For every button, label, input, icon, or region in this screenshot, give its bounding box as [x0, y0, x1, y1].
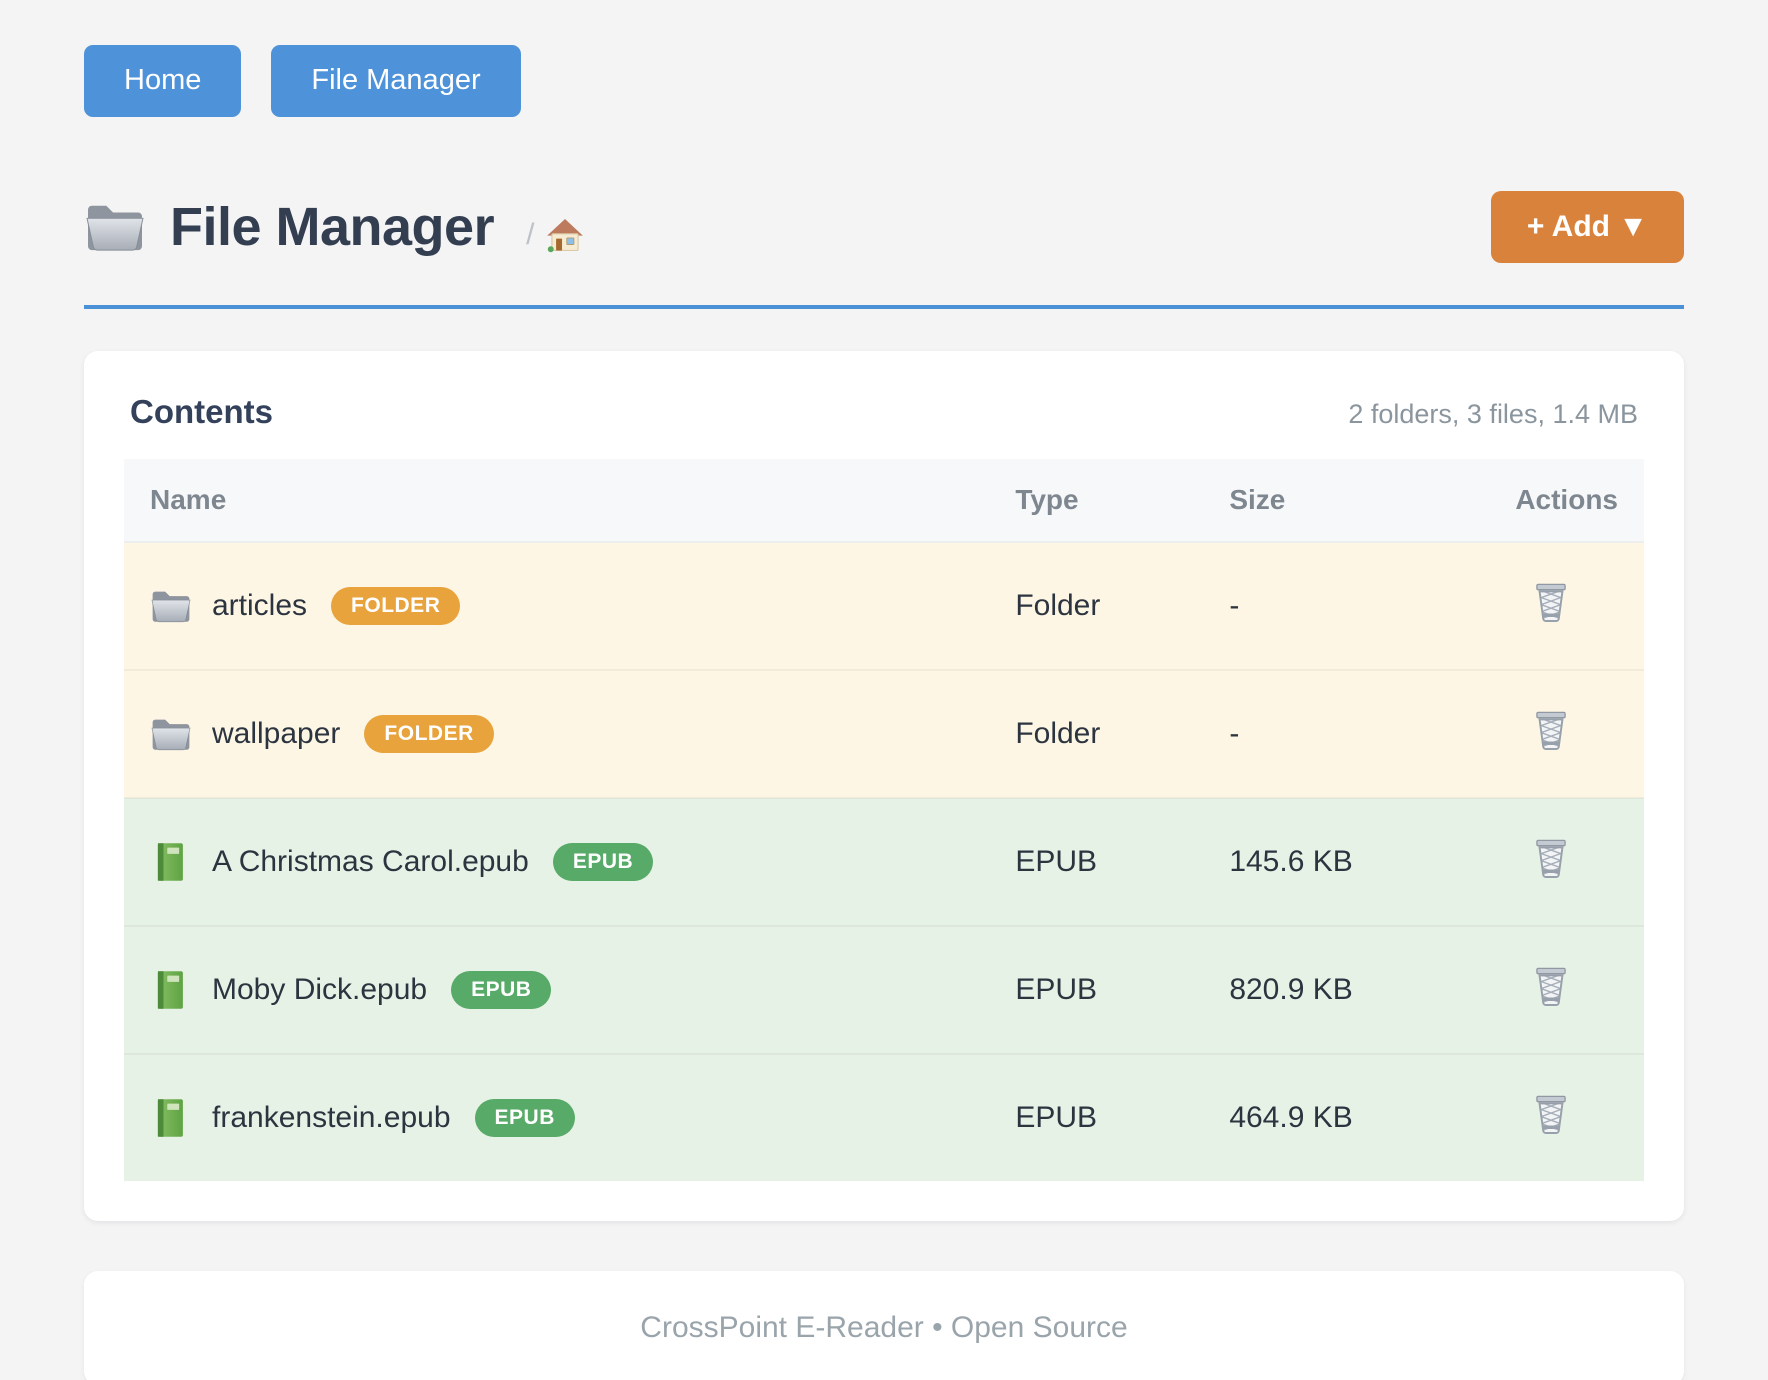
folder-icon — [150, 586, 192, 626]
file-type-badge: EPUB — [451, 970, 552, 1009]
table-row: frankenstein.epub EPUB EPUB 464.9 KB — [124, 1053, 1644, 1181]
file-type: Folder — [989, 541, 1204, 671]
file-type-badge: FOLDER — [364, 714, 494, 753]
contents-table: Name Type Size Actions articles FOLDER F… — [124, 458, 1644, 1181]
file-type-badge: EPUB — [552, 842, 654, 881]
book-icon — [150, 1098, 192, 1138]
file-type: EPUB — [989, 1053, 1204, 1181]
page: Home File Manager File Manager / + Add ▼… — [84, 0, 1684, 1380]
folder-icon — [150, 714, 192, 754]
column-header-size: Size — [1203, 458, 1490, 543]
name-cell: Moby Dick.epub EPUB — [150, 970, 963, 1010]
folder-icon — [84, 200, 146, 254]
delete-button[interactable] — [1531, 964, 1571, 1008]
name-cell: articles FOLDER — [150, 586, 963, 626]
file-name[interactable]: A Christmas Carol.epub — [212, 844, 529, 878]
contents-heading: Contents — [130, 392, 273, 430]
trash-icon — [1531, 836, 1571, 880]
nav-home-button[interactable]: Home — [84, 45, 242, 117]
page-title: File Manager — [170, 196, 495, 257]
contents-summary: 2 folders, 3 files, 1.4 MB — [1348, 398, 1638, 429]
file-size: 464.9 KB — [1203, 1053, 1490, 1181]
table-row: articles FOLDER Folder - — [124, 541, 1644, 671]
book-icon — [150, 970, 192, 1010]
title-group: File Manager / — [84, 196, 584, 258]
name-cell: wallpaper FOLDER — [150, 714, 963, 754]
file-size: - — [1203, 669, 1490, 799]
delete-button[interactable] — [1531, 1092, 1571, 1136]
nav-file-manager-button[interactable]: File Manager — [271, 45, 521, 117]
column-header-type: Type — [989, 458, 1204, 543]
table-row: Moby Dick.epub EPUB EPUB 820.9 KB — [124, 925, 1644, 1055]
file-name[interactable]: articles — [212, 588, 308, 622]
column-header-actions: Actions — [1489, 458, 1644, 543]
contents-card: Contents 2 folders, 3 files, 1.4 MB Name… — [84, 350, 1684, 1221]
file-type: Folder — [989, 669, 1204, 799]
trash-icon — [1531, 708, 1571, 752]
delete-button[interactable] — [1531, 580, 1571, 624]
trash-icon — [1531, 1092, 1571, 1136]
breadcrumb: / — [526, 216, 584, 254]
breadcrumb-home-link[interactable] — [546, 216, 584, 254]
top-nav: Home File Manager — [84, 45, 1684, 117]
breadcrumb-separator: / — [526, 217, 535, 251]
footer-text: CrossPoint E-Reader • Open Source — [640, 1310, 1128, 1344]
trash-icon — [1531, 964, 1571, 1008]
trash-icon — [1531, 580, 1571, 624]
file-size: 145.6 KB — [1203, 797, 1490, 927]
name-cell: frankenstein.epub EPUB — [150, 1098, 963, 1138]
contents-card-header: Contents 2 folders, 3 files, 1.4 MB — [124, 393, 1644, 431]
file-size: 820.9 KB — [1203, 925, 1490, 1055]
page-header: File Manager / + Add ▼ — [84, 190, 1684, 263]
contents-table-body: articles FOLDER Folder - wallpaper FOLDE… — [124, 541, 1644, 1181]
table-header-row: Name Type Size Actions — [124, 458, 1644, 543]
name-cell: A Christmas Carol.epub EPUB — [150, 842, 963, 882]
delete-button[interactable] — [1531, 708, 1571, 752]
file-type: EPUB — [989, 925, 1204, 1055]
file-name[interactable]: frankenstein.epub — [212, 1100, 451, 1134]
file-type-badge: EPUB — [474, 1098, 575, 1137]
book-icon — [150, 842, 192, 882]
file-type: EPUB — [989, 797, 1204, 927]
add-button[interactable]: + Add ▼ — [1490, 190, 1684, 263]
home-icon — [546, 216, 584, 254]
header-divider — [84, 304, 1684, 309]
table-row: A Christmas Carol.epub EPUB EPUB 145.6 K… — [124, 797, 1644, 927]
table-row: wallpaper FOLDER Folder - — [124, 669, 1644, 799]
file-type-badge: FOLDER — [331, 586, 461, 625]
delete-button[interactable] — [1531, 836, 1571, 880]
file-name[interactable]: wallpaper — [212, 716, 341, 750]
footer: CrossPoint E-Reader • Open Source — [84, 1270, 1684, 1380]
column-header-name: Name — [124, 458, 990, 543]
file-name[interactable]: Moby Dick.epub — [212, 972, 428, 1006]
file-size: - — [1203, 541, 1490, 671]
